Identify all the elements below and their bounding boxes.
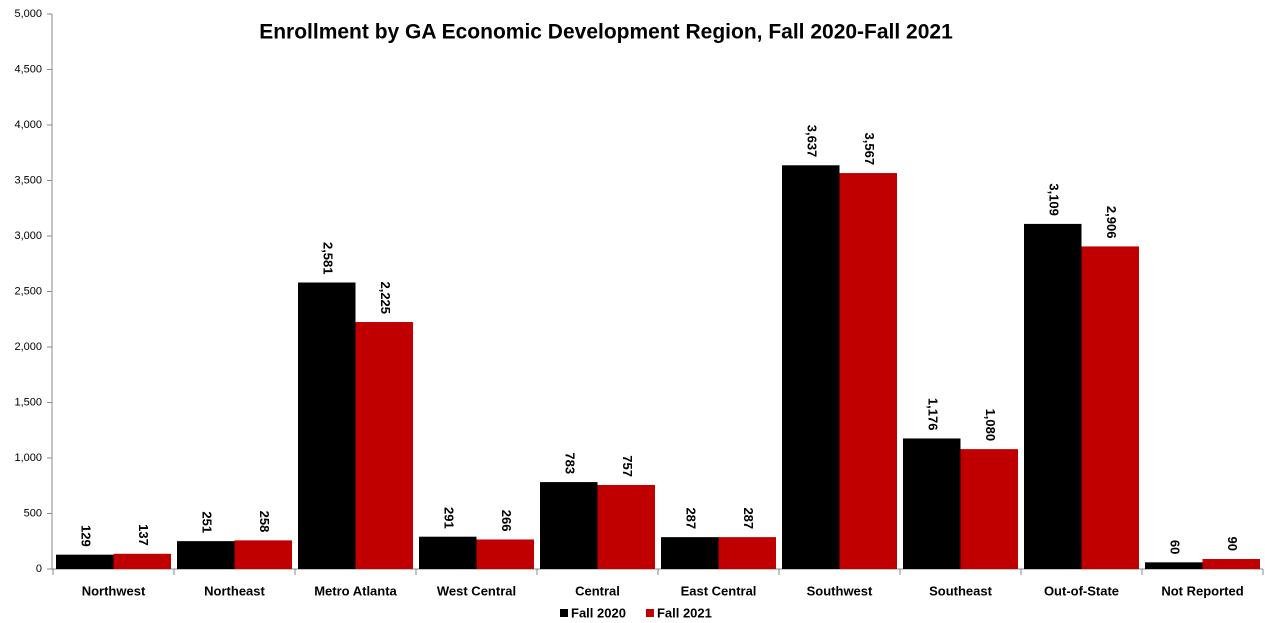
data-label: 3,109 (1046, 183, 1061, 216)
data-label: 287 (683, 507, 698, 529)
y-tick-label: 2,500 (14, 285, 42, 297)
bar (476, 539, 534, 569)
data-label: 2,906 (1104, 206, 1119, 239)
y-tick-label: 3,500 (14, 174, 42, 186)
data-label: 266 (499, 510, 514, 532)
data-label: 3,567 (862, 133, 877, 166)
data-label: 129 (78, 525, 93, 547)
data-label: 251 (199, 511, 214, 533)
x-tick-label: Central (575, 583, 620, 598)
bar (177, 541, 235, 569)
data-label: 783 (562, 452, 577, 474)
x-tick-label: East Central (681, 583, 757, 598)
y-tick-label: 0 (36, 563, 42, 575)
legend-label: Fall 2021 (657, 605, 712, 620)
data-label: 1,080 (983, 409, 998, 442)
bar (298, 282, 356, 569)
y-tick-label: 1,000 (14, 452, 42, 464)
y-tick-label: 1,500 (14, 396, 42, 408)
bar (960, 449, 1018, 569)
bar (1024, 223, 1082, 569)
legend-swatch (645, 609, 654, 617)
y-tick-label: 5,000 (14, 8, 42, 20)
bar (839, 173, 897, 570)
y-tick-label: 2,000 (14, 341, 42, 353)
bar (1202, 559, 1260, 569)
x-tick-label: Southwest (807, 583, 873, 598)
data-label: 2,225 (378, 281, 393, 314)
y-tick-label: 4,000 (14, 119, 42, 131)
data-label: 90 (1225, 537, 1240, 551)
data-label: 258 (257, 511, 272, 533)
data-label: 287 (741, 507, 756, 529)
data-label: 137 (136, 524, 151, 546)
bar (782, 165, 840, 569)
y-tick-label: 4,500 (14, 63, 42, 75)
bar (597, 484, 655, 569)
x-tick-label: Southeast (929, 583, 993, 598)
x-tick-label: Metro Atlanta (314, 583, 397, 598)
bar (355, 322, 413, 569)
y-tick-label: 3,000 (14, 230, 42, 242)
data-label: 1,176 (925, 398, 940, 431)
x-tick-label: Not Reported (1161, 583, 1243, 598)
x-tick-label: Out-of-State (1044, 583, 1119, 598)
data-label: 2,581 (320, 242, 335, 275)
legend-label: Fall 2020 (571, 605, 626, 620)
data-label: 3,637 (804, 125, 819, 158)
chart-title: Enrollment by GA Economic Development Re… (259, 21, 953, 44)
bar (718, 537, 776, 569)
bar (1081, 246, 1139, 569)
bar (113, 553, 171, 569)
bar (540, 482, 598, 569)
bar (419, 536, 477, 569)
x-tick-label: Northwest (82, 583, 146, 598)
bar (234, 540, 292, 569)
data-label: 757 (620, 455, 635, 477)
x-tick-label: Northeast (204, 583, 265, 598)
x-tick-label: West Central (437, 583, 516, 598)
y-tick-label: 500 (24, 507, 42, 519)
bar (56, 554, 114, 569)
bar (1145, 562, 1203, 569)
legend-swatch (560, 609, 568, 617)
data-label: 60 (1167, 540, 1182, 554)
data-label: 291 (441, 507, 456, 529)
bar (903, 438, 961, 569)
bar (661, 537, 719, 569)
